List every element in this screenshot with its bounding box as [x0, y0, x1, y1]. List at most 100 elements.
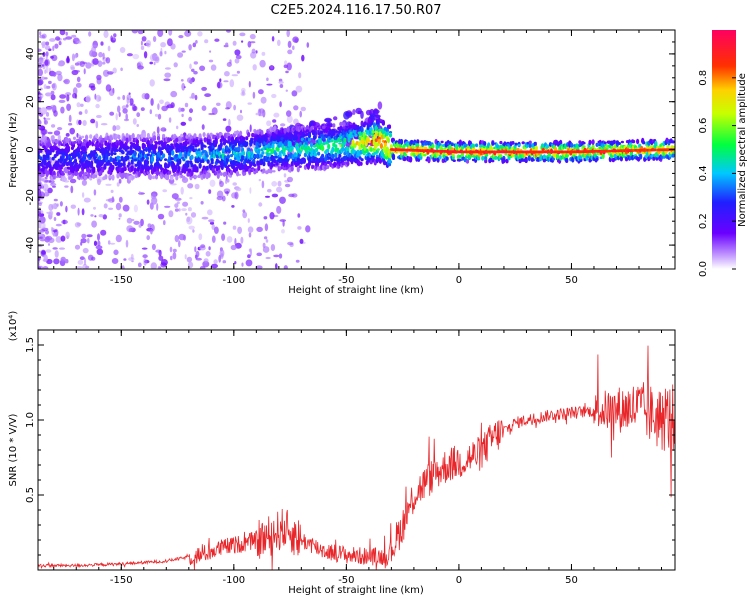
spectrogram-noise-cell: [76, 76, 81, 83]
spectrogram-noise-cell: [122, 204, 130, 212]
spectrogram-band-cell: [671, 140, 675, 144]
spectrogram-noise-cell: [231, 205, 235, 208]
x-tick-label: -100: [222, 575, 245, 586]
spectrogram-noise-cell: [266, 77, 269, 82]
spectrogram-band-cell: [388, 160, 393, 164]
spectrogram-noise-cell: [59, 247, 65, 250]
spectrogram-noise-cell: [85, 95, 91, 103]
spectrogram-noise-cell: [178, 107, 182, 113]
spectrogram-noise-cell: [265, 239, 269, 243]
spectrogram-noise-cell: [82, 61, 87, 65]
spectrogram-band-cell: [201, 159, 205, 164]
spectrogram-band-cell: [175, 138, 179, 142]
spectrogram-band-cell: [104, 140, 108, 146]
spectrogram-noise-cell: [137, 30, 144, 35]
spectrogram-band-cell: [332, 130, 336, 137]
spectrogram-band-cell: [115, 149, 119, 152]
spectrogram-noise-cell: [98, 51, 103, 58]
spectrogram-noise-cell: [295, 85, 303, 93]
spectrogram-noise-cell: [266, 83, 273, 86]
spectrogram-band-cell: [127, 162, 131, 166]
spectrogram-band-cell: [387, 124, 392, 129]
spectrogram-band-cell: [186, 141, 190, 145]
spectrogram-band-cell: [481, 155, 485, 161]
spectrogram-noise-cell: [52, 247, 58, 250]
spectrogram-noise-cell: [38, 125, 41, 129]
spectrogram-noise-cell: [84, 109, 88, 115]
spectrogram-band-cell: [150, 155, 155, 163]
spectrogram-band-cell: [612, 139, 616, 145]
spectrogram-noise-cell: [65, 36, 73, 40]
spectrogram-noise-cell: [226, 190, 229, 196]
spectrogram-noise-cell: [199, 265, 206, 269]
spectrogram-band-cell: [198, 153, 202, 158]
spectrogram-noise-cell: [265, 195, 270, 198]
spectrogram-noise-cell: [235, 55, 242, 60]
spectrogram-noise-cell: [59, 94, 67, 99]
spectrogram-noise-cell: [100, 123, 108, 126]
spectrogram-noise-cell: [281, 229, 285, 234]
spectrogram-noise-cell: [45, 230, 49, 235]
spectrogram-band-cell: [182, 175, 186, 181]
spectrogram-band-cell: [178, 158, 182, 165]
spectrogram-noise-cell: [146, 235, 150, 241]
spectrogram-noise-cell: [91, 220, 97, 228]
spectrogram-noise-cell: [232, 182, 237, 186]
spectrogram-noise-cell: [113, 33, 117, 38]
spectrogram-noise-cell: [154, 113, 159, 117]
spectrogram-noise-cell: [170, 90, 178, 98]
spectrogram-noise-cell: [205, 251, 211, 257]
colorbar-tick-label: 0.2: [698, 213, 709, 229]
spectrogram-noise-cell: [247, 41, 252, 48]
spectrogram-noise-cell: [216, 81, 223, 89]
spectrogram-noise-cell: [124, 118, 129, 122]
spectrogram-noise-cell: [47, 131, 53, 135]
spectrogram-band-cell: [146, 153, 150, 157]
spectrogram-noise-cell: [90, 85, 96, 91]
spectrogram-noise-cell: [170, 255, 173, 261]
spectrogram-noise-cell: [70, 66, 75, 71]
spectrogram-noise-cell: [291, 193, 298, 198]
spectrogram-band-cell: [483, 141, 487, 147]
spectrogram-noise-cell: [230, 244, 237, 251]
spectrogram-band-cell: [162, 134, 166, 138]
spectrogram-noise-cell: [247, 218, 250, 223]
spectrogram-band-cell: [292, 127, 296, 131]
spectrogram-band-cell: [203, 145, 207, 148]
spectrogram-noise-cell: [72, 93, 77, 99]
spectrogram-noise-cell: [286, 110, 292, 117]
spectrogram-noise-cell: [52, 71, 57, 77]
spectrogram-noise-cell: [285, 89, 288, 92]
spectrogram-noise-cell: [60, 256, 66, 262]
spectrogram-noise-cell: [174, 203, 179, 209]
spectrogram-band-cell: [565, 158, 569, 161]
spectrogram-band-cell: [171, 150, 175, 156]
spectrogram-noise-cell: [277, 180, 282, 187]
spectrogram-noise-cell: [239, 32, 246, 37]
spectrogram-noise-cell: [65, 31, 68, 36]
spectrogram-noise-cell: [50, 104, 57, 110]
spectrogram-noise-cell: [60, 235, 66, 242]
spectrogram-noise-cell: [225, 125, 232, 132]
spectrogram-band-cell: [205, 154, 209, 158]
spectrogram-noise-cell: [150, 262, 157, 269]
spectrogram-noise-cell: [57, 62, 65, 67]
spectrogram-noise-cell: [45, 65, 49, 74]
spectrogram-band-cell: [381, 119, 385, 126]
spectrogram-band-cell: [90, 160, 94, 166]
spectrogram-noise-cell: [110, 189, 114, 193]
spectrogram-band-cell: [40, 173, 44, 178]
spectrogram-band-cell: [383, 142, 387, 147]
spectrogram-noise-cell: [97, 233, 100, 241]
spectrogram-band-cell: [338, 153, 342, 158]
x-tick-label: 0: [456, 575, 462, 586]
spectrogram-band-cell: [295, 143, 299, 146]
spectrogram-noise-cell: [269, 212, 275, 220]
spectrogram-noise-cell: [258, 202, 263, 207]
spectrogram-band-cell: [61, 172, 65, 176]
spectrogram-noise-cell: [284, 183, 291, 188]
spectrogram-band-cell: [258, 137, 262, 144]
spectrogram-noise-cell: [43, 117, 46, 120]
spectrogram-band-cell: [168, 170, 172, 175]
spectrogram-noise-cell: [195, 40, 198, 44]
